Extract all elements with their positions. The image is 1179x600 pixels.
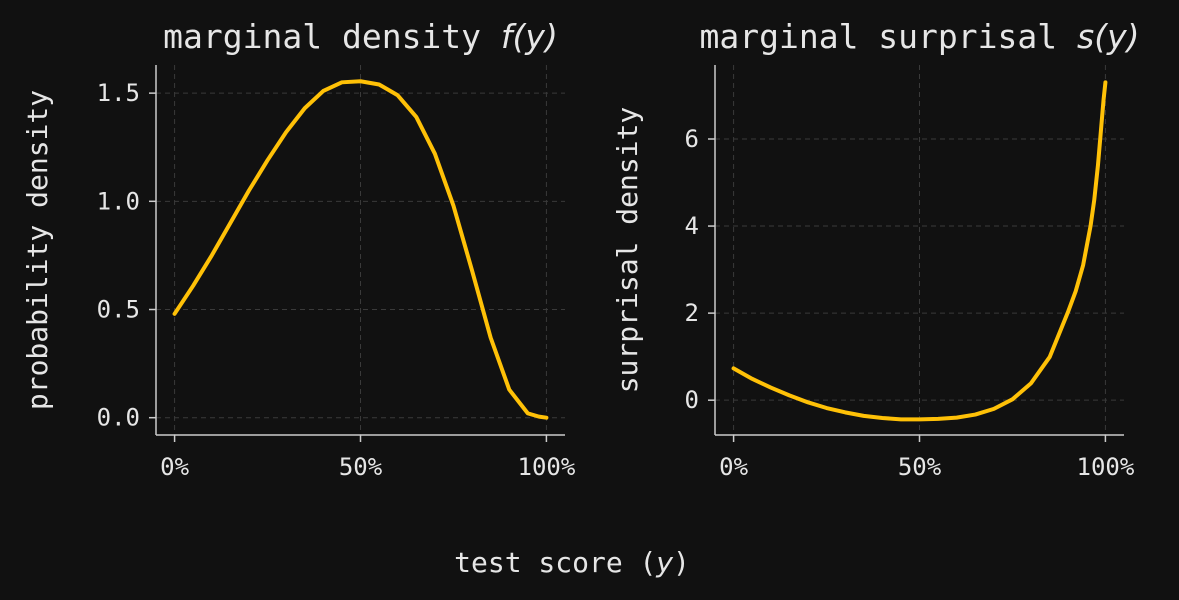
density-panel: 0% 50% 100% 0.0 0.5 1.0 1.5 marginal density f… bbox=[21, 17, 576, 481]
surprisal-title-prefix: marginal surprisal bbox=[700, 17, 1078, 56]
surprisal-title-func: s bbox=[1077, 17, 1094, 56]
surprisal-title-open: ( bbox=[1094, 17, 1109, 56]
density-ticks: 0% 50% 100% 0.0 0.5 1.0 1.5 bbox=[97, 79, 576, 481]
density-title: marginal density f(y) bbox=[163, 17, 558, 56]
surprisal-title-var: y bbox=[1106, 17, 1127, 56]
density-title-close: ) bbox=[542, 17, 558, 56]
surprisal-y-tick-label-1: 2 bbox=[685, 299, 699, 327]
density-curve bbox=[172, 79, 549, 420]
density-title-open: ( bbox=[513, 17, 528, 56]
surprisal-x-tick-label-1: 50% bbox=[898, 453, 942, 481]
surprisal-grid bbox=[715, 65, 1124, 435]
density-y-tick-label-3: 1.5 bbox=[97, 79, 140, 107]
surprisal-y-tick-label-3: 6 bbox=[685, 125, 699, 153]
surprisal-curve bbox=[731, 80, 1108, 422]
density-y-axis-label: probability density bbox=[21, 90, 54, 410]
density-x-tick-label-1: 50% bbox=[339, 453, 383, 481]
x-axis-label-prefix: test score ( bbox=[454, 546, 656, 579]
surprisal-x-tick-label-2: 100% bbox=[1077, 453, 1135, 481]
x-axis-label-var: y bbox=[655, 546, 673, 579]
surprisal-y-tick-label-0: 0 bbox=[685, 386, 699, 414]
density-grid bbox=[156, 65, 565, 435]
surprisal-x-tick-label-0: 0% bbox=[719, 453, 748, 481]
density-x-tick-label-2: 100% bbox=[518, 453, 576, 481]
density-x-tick-label-0: 0% bbox=[160, 453, 189, 481]
density-y-tick-label-0: 0.0 bbox=[97, 404, 140, 432]
surprisal-panel: 0% 50% 100% 0 2 4 6 marginal surprisal s(y) su… bbox=[611, 17, 1139, 481]
shared-x-axis-label: test score (y) bbox=[454, 546, 690, 579]
density-title-var: y bbox=[524, 17, 545, 56]
surprisal-ticks: 0% 50% 100% 0 2 4 6 bbox=[685, 125, 1135, 481]
density-title-prefix: marginal density bbox=[163, 17, 501, 56]
surprisal-title-close: ) bbox=[1124, 17, 1140, 56]
surprisal-y-tick-label-2: 4 bbox=[685, 212, 699, 240]
density-y-tick-label-2: 1.0 bbox=[97, 187, 140, 215]
density-y-tick-label-1: 0.5 bbox=[97, 296, 140, 324]
surprisal-y-axis-label: surprisal density bbox=[611, 107, 644, 394]
surprisal-title: marginal surprisal s(y) bbox=[700, 17, 1140, 56]
x-axis-label-suffix: ) bbox=[673, 546, 690, 579]
